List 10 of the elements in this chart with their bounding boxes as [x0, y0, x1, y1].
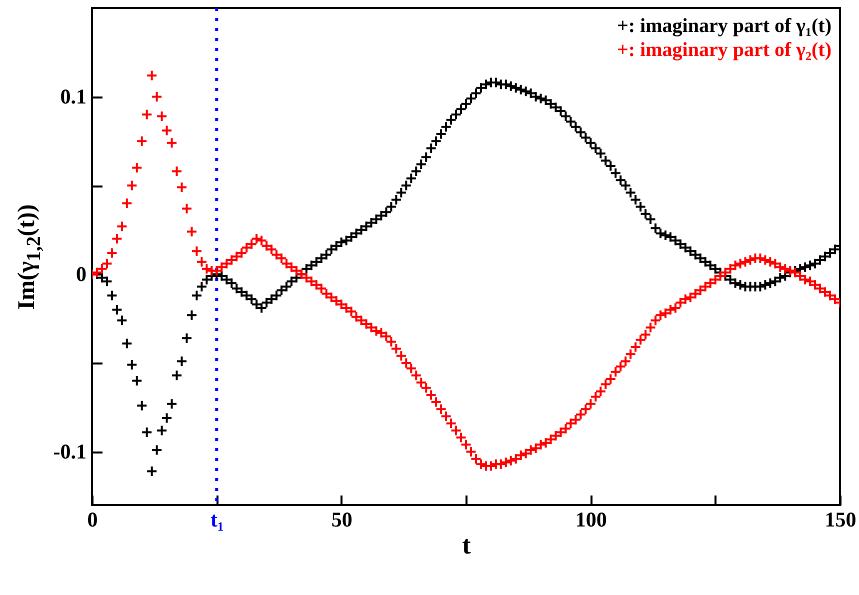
y-tick-label: 0 — [76, 262, 86, 286]
x-tick-label: 100 — [575, 508, 607, 532]
y-tick-label: -0.1 — [53, 439, 86, 464]
text: +: imaginary part of γ₁(t) — [617, 15, 832, 37]
x-axis-title: t — [462, 530, 472, 560]
y-tick-label: 0.1 — [60, 84, 86, 108]
x-tick-label: 50 — [331, 508, 352, 532]
x-tick-label: t₁ — [210, 508, 224, 532]
text: +: imaginary part of γ₂(t) — [617, 39, 832, 61]
x-tick-label: 150 — [824, 508, 856, 532]
